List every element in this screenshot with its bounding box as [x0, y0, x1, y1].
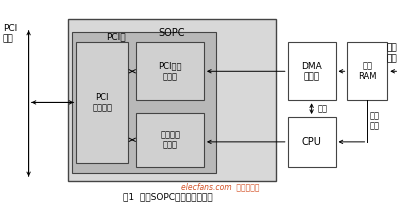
- Bar: [136, 113, 204, 167]
- Text: SOPC: SOPC: [159, 28, 185, 38]
- Text: 控制状态
寄存器: 控制状态 寄存器: [160, 130, 180, 149]
- Text: PCI
总线: PCI 总线: [3, 24, 17, 43]
- Bar: [288, 42, 336, 100]
- Bar: [288, 117, 336, 167]
- Text: DMA
控制器: DMA 控制器: [301, 62, 322, 81]
- Bar: [348, 42, 387, 100]
- Bar: [72, 32, 216, 173]
- Text: 乒乓
RAM: 乒乓 RAM: [358, 62, 377, 81]
- Text: PCI
总线接口: PCI 总线接口: [92, 93, 112, 112]
- Text: 切换
信号: 切换 信号: [370, 111, 380, 131]
- Text: PCI总线
访问端: PCI总线 访问端: [158, 62, 182, 81]
- Text: PCI桥: PCI桥: [106, 32, 126, 41]
- Bar: [68, 19, 276, 181]
- Bar: [76, 42, 128, 163]
- Text: elecfans.com  电子发烧友: elecfans.com 电子发烧友: [181, 183, 259, 192]
- Text: 控制: 控制: [318, 104, 328, 113]
- Text: 图1  基于SOPC的系统结构框图: 图1 基于SOPC的系统结构框图: [123, 192, 213, 201]
- Bar: [136, 42, 204, 100]
- Text: 数据
输入: 数据 输入: [386, 44, 397, 63]
- Text: CPU: CPU: [302, 137, 322, 147]
